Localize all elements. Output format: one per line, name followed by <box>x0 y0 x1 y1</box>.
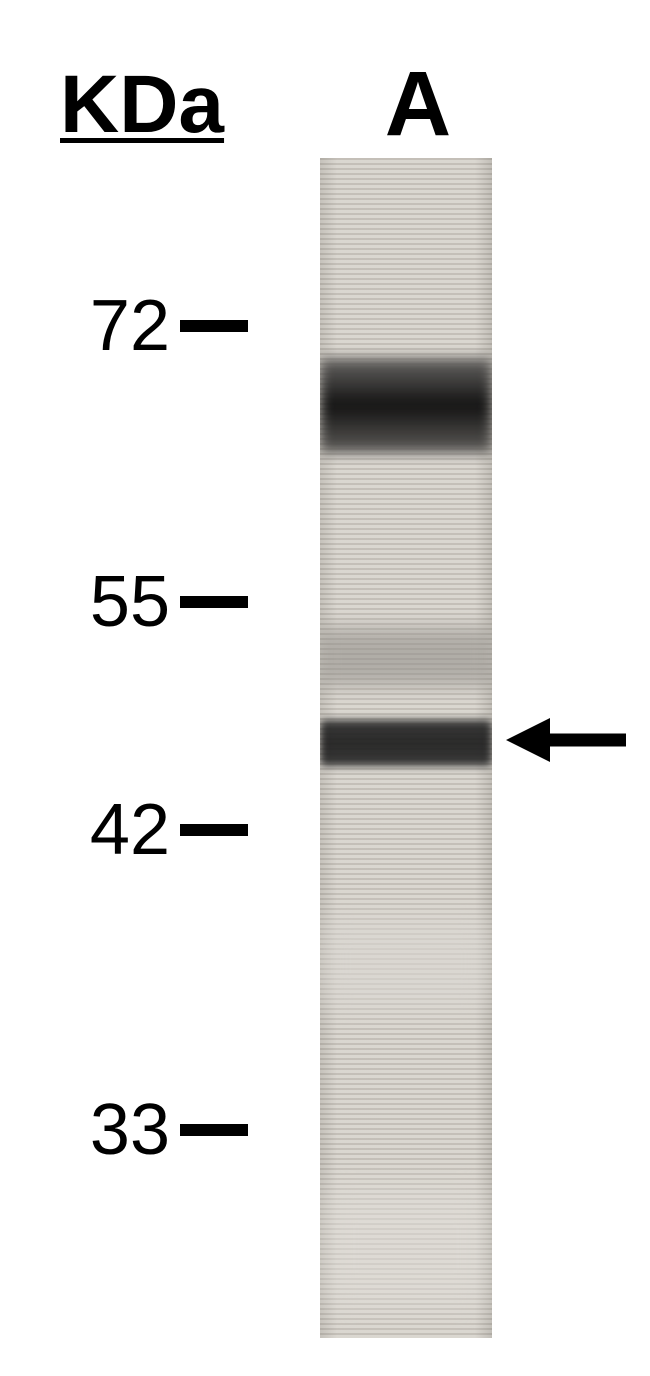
band-faint-mid <box>320 628 492 686</box>
target-arrow <box>506 718 626 762</box>
band-target-band <box>320 720 492 766</box>
mw-marker-label: 55 <box>60 566 170 638</box>
blot-figure: KDa A 72 55 42 33 <box>0 0 650 1376</box>
kda-unit-label: KDa <box>60 58 224 152</box>
mw-marker-tick <box>180 1124 248 1136</box>
mw-marker-label: 72 <box>60 290 170 362</box>
mw-marker-label: 33 <box>60 1094 170 1166</box>
mw-marker-42: 42 <box>60 794 248 866</box>
mw-marker-tick <box>180 596 248 608</box>
lane-a <box>320 158 492 1338</box>
band-shadow-lower2 <box>320 1188 492 1308</box>
mw-marker-33: 33 <box>60 1094 248 1166</box>
mw-marker-tick <box>180 320 248 332</box>
band-shadow-lower1 <box>320 918 492 1008</box>
mw-marker-label: 42 <box>60 794 170 866</box>
mw-marker-55: 55 <box>60 566 248 638</box>
mw-marker-tick <box>180 824 248 836</box>
lane-a-header: A <box>348 52 488 157</box>
mw-marker-72: 72 <box>60 290 248 362</box>
band-dark-upper <box>320 358 492 453</box>
